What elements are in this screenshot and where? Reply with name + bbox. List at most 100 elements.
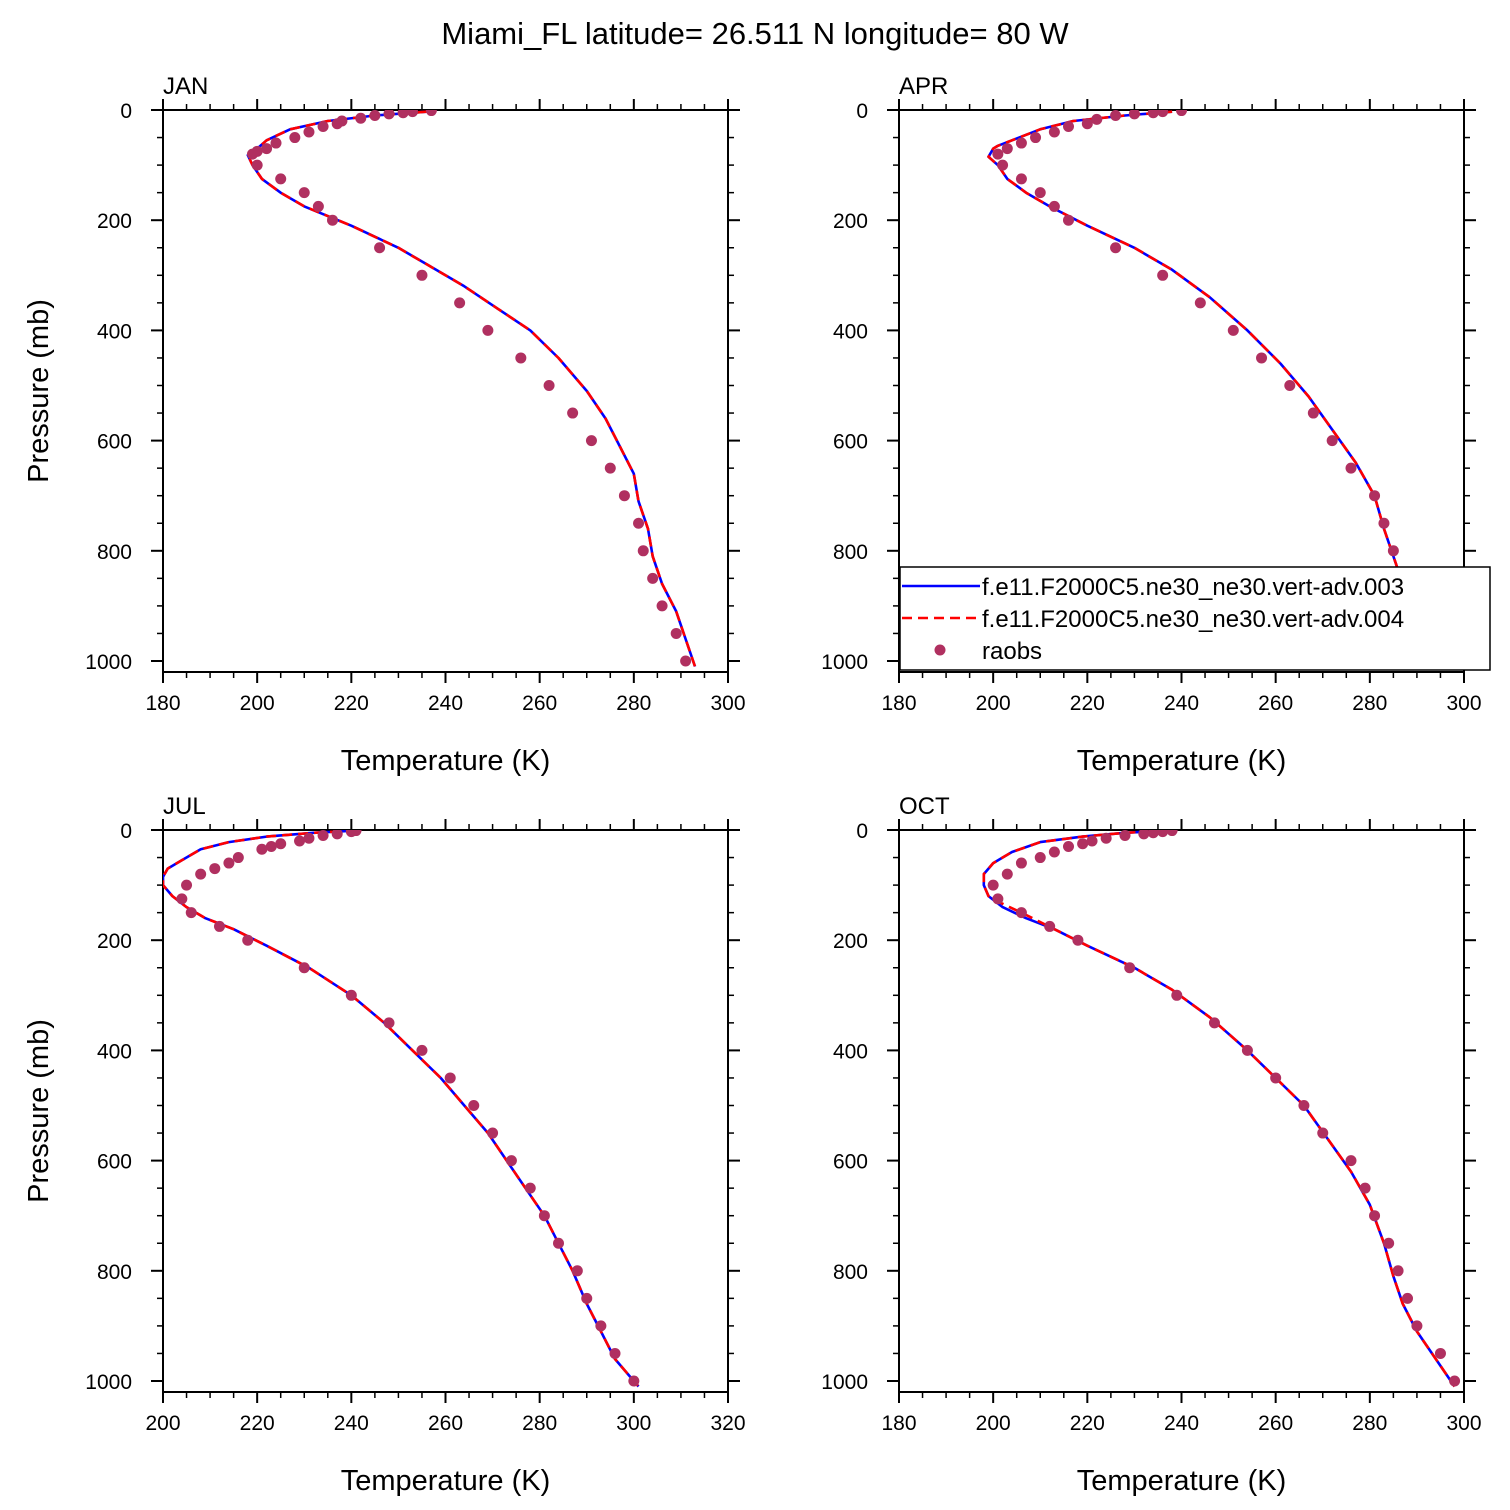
legend-label: f.e11.F2000C5.ne30_ne30.vert-adv.003	[982, 574, 1404, 601]
raobs-point	[567, 407, 579, 419]
x-tick-label: 280	[1352, 1412, 1387, 1435]
raobs-point	[628, 1375, 640, 1387]
raobs-point	[425, 110, 437, 117]
raobs-point	[195, 868, 207, 880]
raobs-point	[317, 830, 329, 842]
x-tick-label: 200	[976, 692, 1011, 715]
raobs-point	[214, 920, 225, 932]
y-tick-label: 800	[97, 1261, 132, 1284]
raobs-point	[317, 121, 329, 133]
x-tick-label: 300	[1446, 692, 1481, 715]
panel-title: JUL	[163, 793, 206, 820]
x-tick-label: 220	[334, 692, 369, 715]
raobs-point	[1034, 187, 1046, 199]
raobs-point	[331, 118, 343, 130]
y-tick-label: 600	[833, 431, 868, 454]
x-tick-label: 300	[710, 692, 745, 715]
raobs-point	[1044, 920, 1056, 932]
x-tick-label: 220	[240, 1412, 275, 1435]
y-tick-label: 800	[97, 541, 132, 564]
panel-title: OCT	[899, 793, 950, 820]
raobs-point	[1048, 200, 1060, 212]
raobs-point	[444, 1072, 456, 1084]
raobs-point	[416, 1044, 428, 1056]
raobs-point	[261, 143, 273, 155]
raobs-point	[1449, 1375, 1461, 1387]
raobs-point	[275, 173, 287, 185]
raobs-point	[1147, 830, 1159, 839]
raobs-point	[609, 1347, 621, 1359]
legend-marker	[934, 644, 946, 656]
y-tick-label: 400	[97, 1040, 132, 1063]
raobs-point	[1345, 462, 1357, 474]
raobs-point	[1166, 830, 1178, 837]
x-axis-label: Temperature (K)	[1077, 1465, 1287, 1497]
raobs-point	[515, 352, 527, 364]
raobs-point	[680, 655, 692, 667]
raobs-point	[298, 962, 310, 974]
x-axis-label: Temperature (K)	[1077, 745, 1287, 777]
raobs-point	[256, 843, 268, 855]
x-tick-label: 220	[1070, 692, 1105, 715]
raobs-point	[1048, 846, 1060, 858]
raobs-point	[618, 490, 630, 502]
panel-title: JAN	[163, 73, 208, 100]
x-tick-label: 220	[1070, 1412, 1105, 1435]
x-tick-label: 240	[334, 1412, 369, 1435]
raobs-point	[1378, 517, 1390, 529]
raobs-point	[1270, 1072, 1282, 1084]
x-tick-label: 320	[710, 1412, 745, 1435]
y-tick-label: 1000	[85, 1371, 132, 1394]
raobs-point	[454, 297, 466, 309]
raobs-point	[482, 324, 494, 336]
raobs-point	[275, 838, 287, 850]
raobs-point	[1147, 110, 1159, 119]
x-tick-label: 260	[1258, 692, 1293, 715]
y-tick-label: 200	[97, 210, 132, 233]
raobs-point	[242, 934, 254, 946]
raobs-point	[1138, 830, 1150, 840]
plot-area	[982, 830, 1461, 1388]
raobs-point	[1298, 1100, 1310, 1111]
y-tick-label: 400	[833, 1040, 868, 1063]
raobs-point	[181, 879, 193, 891]
legend: f.e11.F2000C5.ne30_ne30.vert-adv.003 f.e1…	[899, 566, 1491, 671]
raobs-point	[581, 1292, 593, 1304]
raobs-point	[1434, 1347, 1446, 1359]
raobs-point	[1227, 324, 1239, 336]
raobs-point	[524, 1182, 536, 1194]
panel-title: APR	[899, 73, 948, 100]
raobs-point	[987, 879, 999, 891]
raobs-point	[1063, 214, 1074, 226]
raobs-point	[1157, 830, 1169, 838]
y-tick-label: 1000	[821, 651, 868, 674]
y-axis-label: Pressure (mb)	[23, 1019, 55, 1203]
raobs-point	[345, 830, 357, 838]
raobs-point	[1063, 121, 1074, 133]
plot-frame	[898, 829, 1465, 1393]
raobs-point	[468, 1100, 480, 1111]
raobs-point	[1383, 1237, 1395, 1249]
y-tick-label: 400	[833, 320, 868, 343]
x-tick-label: 260	[1258, 1412, 1293, 1435]
raobs-point	[1387, 545, 1399, 557]
x-tick-label: 280	[1352, 692, 1387, 715]
raobs-point	[303, 126, 315, 138]
raobs-point	[176, 893, 188, 905]
x-tick-label: 180	[145, 692, 180, 715]
raobs-point	[298, 187, 310, 199]
raobs-point	[1392, 1265, 1404, 1277]
raobs-point	[345, 989, 357, 1001]
raobs-point	[1208, 1017, 1220, 1029]
legend-label: f.e11.F2000C5.ne30_ne30.vert-adv.004	[982, 606, 1404, 633]
panel-oct: OCT 180 200 220 240 260 280 300 0 200 400 600 800 100…	[821, 793, 1481, 1497]
raobs-point	[647, 572, 659, 584]
raobs-point	[265, 841, 277, 853]
series-line-004	[982, 830, 1456, 1388]
raobs-point	[355, 112, 367, 124]
y-tick-label: 0	[120, 100, 132, 123]
series-line-004	[163, 830, 640, 1388]
raobs-point	[571, 1265, 583, 1277]
raobs-point	[1001, 143, 1013, 155]
x-tick-label: 240	[428, 692, 463, 715]
